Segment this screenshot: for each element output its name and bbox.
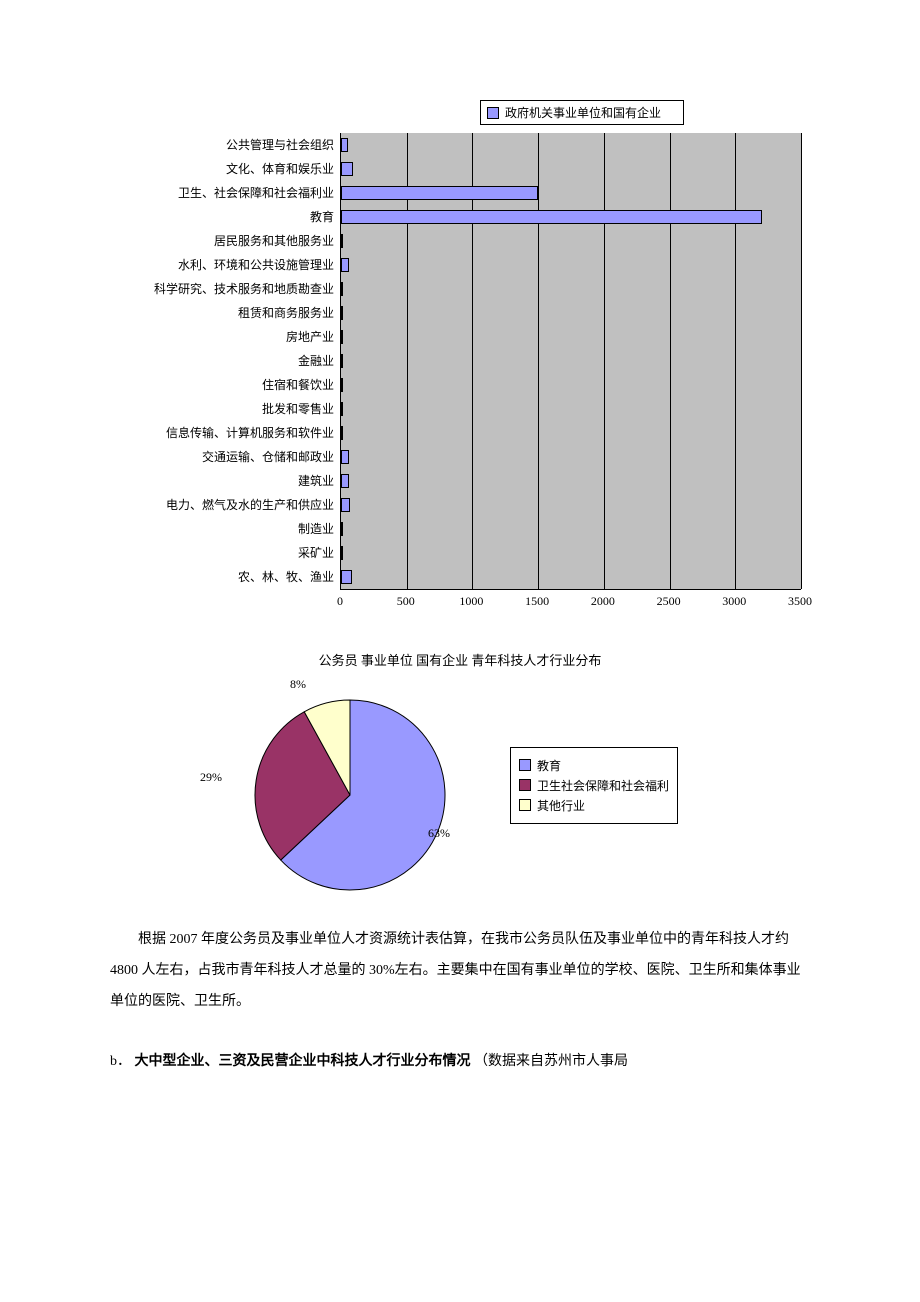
pie-chart: 公务员 事业单位 国有企业 青年科技人才行业分布 63% 29% 8% 教育卫生… <box>180 650 740 895</box>
bar-chart-body: 公共管理与社会组织文化、体育和娱乐业卫生、社会保障和社会福利业教育居民服务和其他… <box>110 133 810 590</box>
pie-legend: 教育卫生社会保障和社会福利其他行业 <box>510 747 678 824</box>
section-prefix: b． <box>110 1054 131 1069</box>
pie-svg <box>180 675 480 895</box>
bar-category-label: 电力、燃气及水的生产和供应业 <box>110 493 340 517</box>
bar-category-label: 文化、体育和娱乐业 <box>110 157 340 181</box>
pie-svg-wrap: 63% 29% 8% <box>180 675 480 895</box>
pie-legend-label: 卫生社会保障和社会福利 <box>537 777 669 794</box>
bar <box>341 570 352 584</box>
bar-chart-legend: 政府机关事业单位和国有企业 <box>480 100 684 125</box>
bar-category-label: 房地产业 <box>110 325 340 349</box>
bar <box>341 258 349 272</box>
bar-xtick-label: 1500 <box>525 594 549 609</box>
bar-category-label: 教育 <box>110 205 340 229</box>
bar-category-label: 制造业 <box>110 517 340 541</box>
bar-xtick-label: 3500 <box>788 594 812 609</box>
document-page: 政府机关事业单位和国有企业 公共管理与社会组织文化、体育和娱乐业卫生、社会保障和… <box>0 0 920 1152</box>
bar-category-label: 信息传输、计算机服务和软件业 <box>110 421 340 445</box>
pie-pct-label: 8% <box>290 677 306 692</box>
bar-xtick-label: 500 <box>397 594 415 609</box>
bar-xtick-label: 2500 <box>657 594 681 609</box>
bar <box>341 402 343 416</box>
bar <box>341 378 343 392</box>
bar-x-axis: 0500100015002000250030003500 <box>340 590 800 610</box>
body-paragraph: 根据 2007 年度公务员及事业单位人才资源统计表估算，在我市公务员队伍及事业单… <box>110 925 810 1017</box>
bar <box>341 282 343 296</box>
bar <box>341 330 343 344</box>
bar <box>341 546 343 560</box>
pie-chart-title: 公务员 事业单位 国有企业 青年科技人才行业分布 <box>180 650 740 669</box>
bar <box>341 450 349 464</box>
bar-category-label: 交通运输、仓储和邮政业 <box>110 445 340 469</box>
bar-category-label: 租赁和商务服务业 <box>110 301 340 325</box>
pie-chart-body: 63% 29% 8% 教育卫生社会保障和社会福利其他行业 <box>180 675 740 895</box>
bar-category-label: 采矿业 <box>110 541 340 565</box>
bar-plot-area <box>340 133 801 590</box>
bar-xtick-label: 0 <box>337 594 343 609</box>
bar <box>341 498 350 512</box>
section-note: （数据来自苏州市人事局 <box>474 1054 628 1069</box>
legend-swatch-icon <box>487 107 499 119</box>
pie-legend-label: 教育 <box>537 757 561 774</box>
bar-category-label: 科学研究、技术服务和地质勘查业 <box>110 277 340 301</box>
pie-legend-row: 教育 <box>519 757 669 774</box>
bar <box>341 522 343 536</box>
pie-legend-row: 卫生社会保障和社会福利 <box>519 777 669 794</box>
bar-xtick-label: 3000 <box>722 594 746 609</box>
pie-pct-label: 63% <box>428 826 450 841</box>
bar <box>341 186 538 200</box>
bar <box>341 210 762 224</box>
bar <box>341 234 343 248</box>
bar-y-axis: 公共管理与社会组织文化、体育和娱乐业卫生、社会保障和社会福利业教育居民服务和其他… <box>110 133 340 590</box>
bar <box>341 138 348 152</box>
section-b-heading: b． 大中型企业、三资及民营企业中科技人才行业分布情况 （数据来自苏州市人事局 <box>110 1047 810 1078</box>
bar <box>341 426 343 440</box>
legend-swatch-icon <box>519 799 531 811</box>
bar-category-label: 农、林、牧、渔业 <box>110 565 340 589</box>
bar-category-label: 住宿和餐饮业 <box>110 373 340 397</box>
bar-legend-label: 政府机关事业单位和国有企业 <box>505 104 661 121</box>
bar-category-label: 批发和零售业 <box>110 397 340 421</box>
bar <box>341 354 343 368</box>
bar <box>341 306 343 320</box>
bar-category-label: 居民服务和其他服务业 <box>110 229 340 253</box>
pie-legend-label: 其他行业 <box>537 797 585 814</box>
bar-xtick-label: 2000 <box>591 594 615 609</box>
bar-category-label: 建筑业 <box>110 469 340 493</box>
bar-category-label: 公共管理与社会组织 <box>110 133 340 157</box>
legend-swatch-icon <box>519 779 531 791</box>
bar-category-label: 金融业 <box>110 349 340 373</box>
bar-category-label: 水利、环境和公共设施管理业 <box>110 253 340 277</box>
bar <box>341 162 353 176</box>
bar-xtick-label: 1000 <box>459 594 483 609</box>
bar-chart: 政府机关事业单位和国有企业 公共管理与社会组织文化、体育和娱乐业卫生、社会保障和… <box>110 100 810 610</box>
section-title: 大中型企业、三资及民营企业中科技人才行业分布情况 <box>135 1054 471 1069</box>
bar <box>341 474 349 488</box>
pie-pct-label: 29% <box>200 770 222 785</box>
legend-swatch-icon <box>519 759 531 771</box>
bar-category-label: 卫生、社会保障和社会福利业 <box>110 181 340 205</box>
pie-legend-row: 其他行业 <box>519 797 669 814</box>
